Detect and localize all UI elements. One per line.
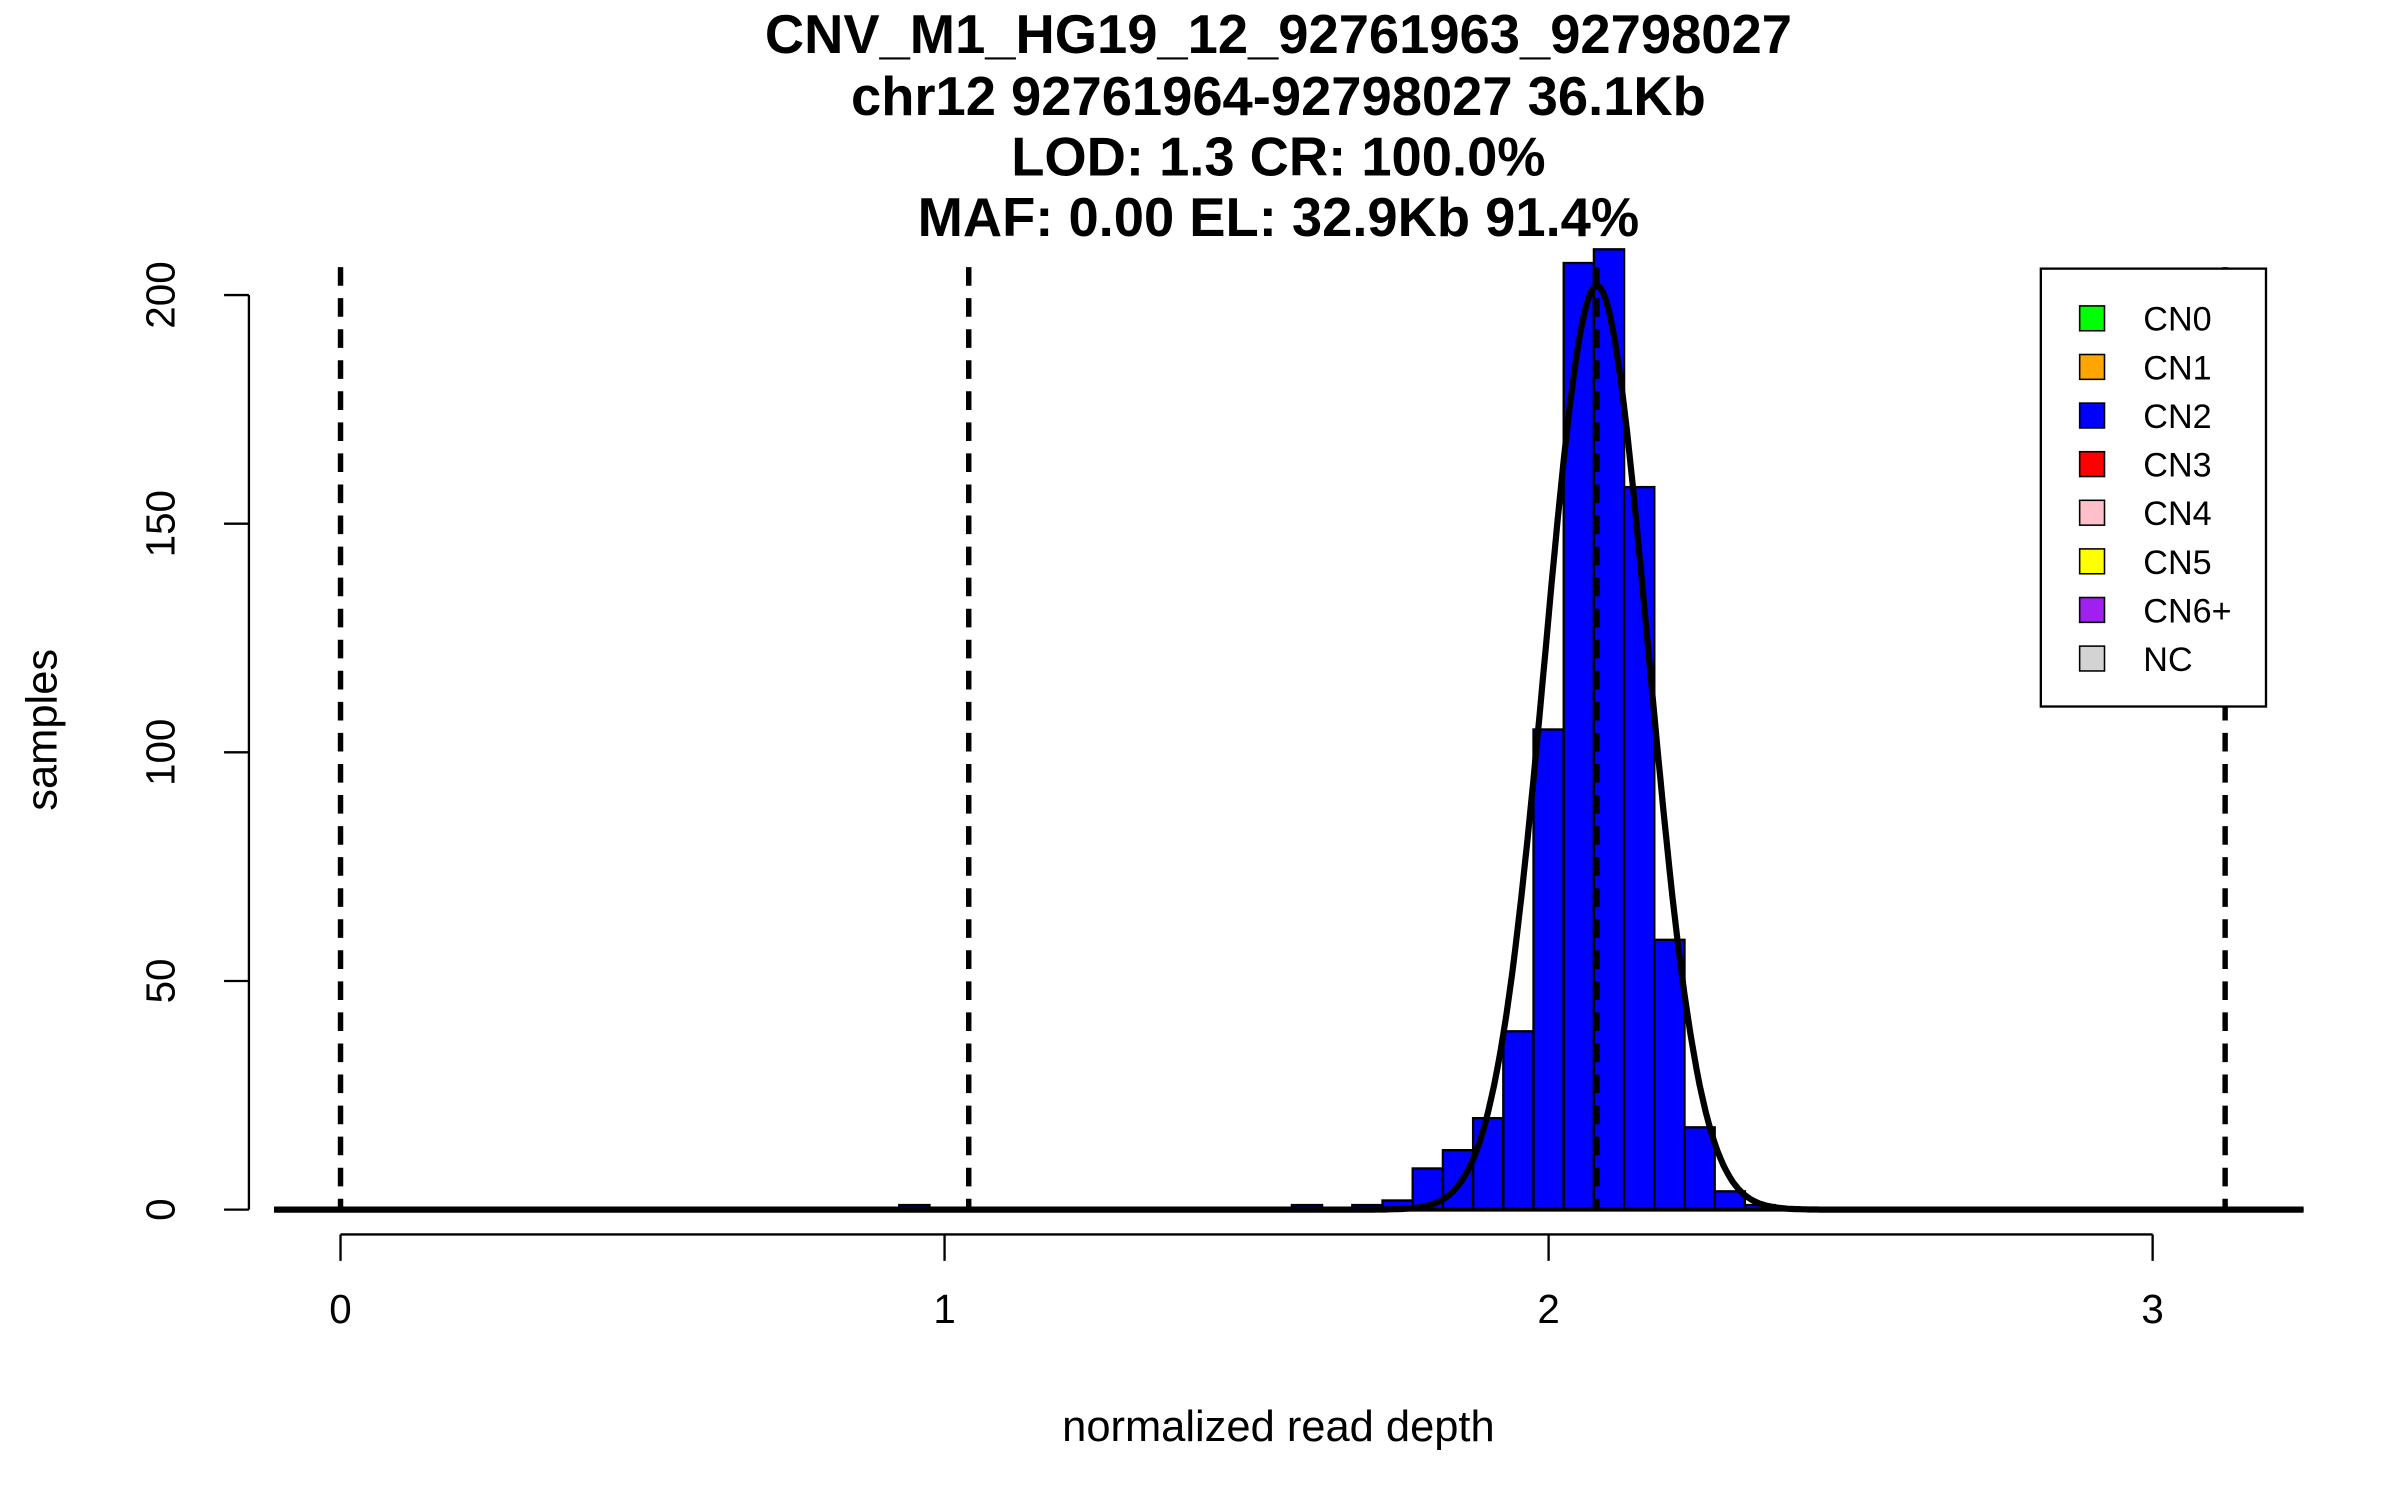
histogram-bar [1471, 1117, 1505, 1211]
histogram-bar [1622, 485, 1656, 1211]
title-line-2: chr12 92761964-92798027 36.1Kb [851, 66, 1706, 127]
legend-swatch [2078, 305, 2106, 332]
legend-label: CN3 [2143, 447, 2211, 485]
y-tick-label: 0 [137, 1198, 183, 1220]
histogram-bar [1683, 1126, 1716, 1211]
title-line-4: MAF: 0.00 EL: 32.9Kb 91.4% [918, 187, 1640, 248]
normal-fit-curve [274, 282, 2304, 1213]
x-tick-label: 1 [933, 1286, 955, 1332]
x-tick-label: 2 [1537, 1286, 1559, 1332]
legend: CN0 CN1 CN2 CN3 CN4 CN5 CN6+ NC [2039, 267, 2268, 708]
legend-swatch [2078, 548, 2106, 575]
chart-title: CNV_M1_HG19_12_92761963_92798027 chr12 9… [765, 4, 1792, 248]
legend-swatch [2078, 353, 2106, 381]
legend-label: CN1 [2143, 349, 2211, 387]
y-axis-label: samples [18, 649, 66, 811]
y-axis: 0 50 100 150 200 [137, 261, 251, 1221]
y-tick-label: 50 [137, 959, 183, 1004]
legend-swatch [2078, 499, 2106, 526]
x-axis-label: normalized read depth [1062, 1403, 1495, 1451]
legend-label: CN6+ [2143, 592, 2231, 630]
legend-box [2039, 267, 2268, 708]
legend-swatch [2078, 645, 2106, 672]
histogram-bar [1532, 728, 1565, 1211]
legend-swatch [2078, 450, 2106, 478]
x-tick-label: 3 [2141, 1286, 2163, 1332]
legend-swatch [2078, 402, 2106, 429]
y-tick-label: 200 [137, 261, 183, 328]
histogram-bar [1441, 1149, 1475, 1211]
legend-label: CN0 [2143, 301, 2211, 339]
y-tick-label: 100 [137, 719, 183, 786]
title-line-1: CNV_M1_HG19_12_92761963_92798027 [765, 4, 1792, 65]
legend-label: CN4 [2143, 495, 2211, 533]
x-axis: 0 1 2 3 [329, 1233, 2164, 1332]
legend-label: CN5 [2143, 544, 2211, 582]
x-tick-label: 0 [329, 1286, 351, 1332]
y-tick-label: 150 [137, 490, 183, 557]
legend-swatch [2078, 596, 2106, 624]
histogram-bar [1653, 938, 1686, 1211]
histogram-bar [1502, 1030, 1535, 1211]
legend-label: NC [2143, 641, 2192, 679]
title-line-3: LOD: 1.3 CR: 100.0% [1011, 126, 1545, 187]
legend-label: CN2 [2143, 398, 2211, 436]
